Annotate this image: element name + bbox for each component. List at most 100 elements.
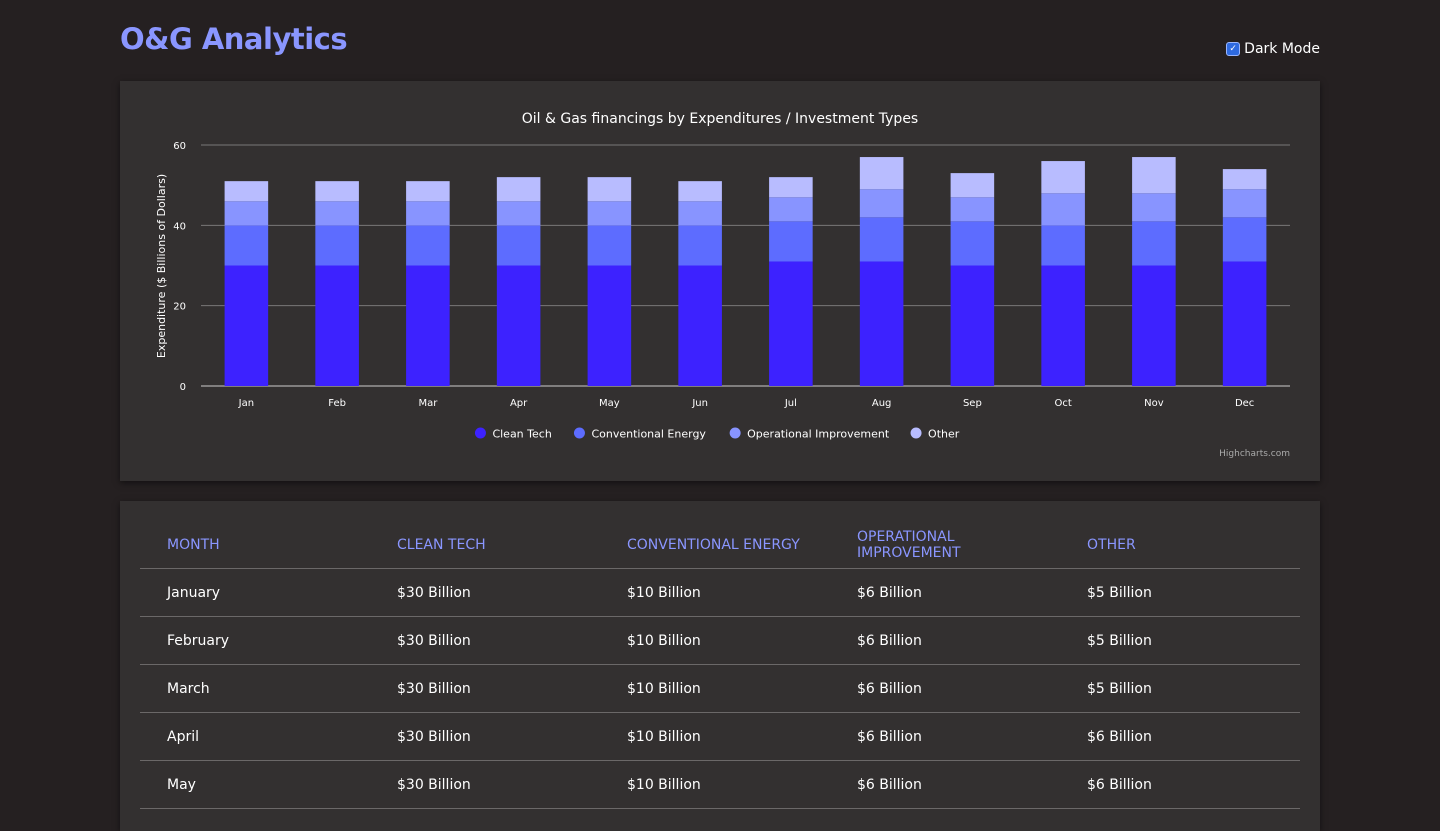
x-tick-label: Jan: [238, 398, 254, 409]
legend-marker-icon: [474, 427, 486, 439]
dark-mode-label: Dark Mode: [1244, 41, 1320, 57]
x-tick-label: Sep: [963, 398, 982, 409]
bar-segment-operational-improvement[interactable]: [587, 201, 632, 226]
legend-label: Clean Tech: [492, 428, 551, 441]
expenditure-table: MONTH CLEAN TECH CONVENTIONAL ENERGY OPE…: [140, 521, 1300, 809]
stacked-bar-chart: Oil & Gas financings by Expenditures / I…: [155, 111, 1290, 459]
x-tick-label: May: [599, 398, 620, 409]
bar-segment-conventional-energy[interactable]: [406, 225, 450, 266]
header-other: OTHER: [1060, 521, 1300, 569]
bar-segment-conventional-energy[interactable]: [224, 225, 269, 266]
header-operational-improvement: OPERATIONAL IMPROVEMENT: [830, 521, 1060, 569]
bar-segment-other[interactable]: [496, 177, 541, 202]
bar-segment-clean-tech[interactable]: [1041, 265, 1085, 387]
chart-credits[interactable]: Highcharts.com: [1219, 449, 1290, 459]
legend-marker-icon: [573, 427, 585, 439]
x-tick-label: Feb: [328, 398, 346, 409]
x-tick-label: Nov: [1144, 398, 1164, 409]
table-row: March $30 Billion $10 Billion $6 Billion…: [140, 664, 1300, 713]
app-logo: O&G Analytics: [120, 22, 348, 56]
dark-mode-checkbox[interactable]: ✓: [1226, 42, 1241, 56]
legend-item-conventional-energy[interactable]: Conventional Energy: [573, 427, 706, 441]
bar-segment-operational-improvement[interactable]: [406, 201, 450, 226]
cell-operational-improvement: $6 Billion: [830, 568, 1060, 617]
x-tick-label: Jun: [691, 398, 708, 409]
cell-month: March: [140, 664, 370, 713]
bar-segment-other[interactable]: [950, 173, 995, 198]
table-header-row: MONTH CLEAN TECH CONVENTIONAL ENERGY OPE…: [140, 521, 1300, 569]
cell-operational-improvement: $6 Billion: [830, 760, 1060, 809]
y-tick-label: 0: [180, 382, 186, 393]
bar-segment-clean-tech[interactable]: [678, 265, 722, 387]
bar-segment-clean-tech[interactable]: [769, 261, 813, 386]
x-tick-label: Oct: [1054, 398, 1071, 409]
bar-segment-operational-improvement[interactable]: [1132, 193, 1176, 222]
x-tick-label: Apr: [510, 398, 528, 409]
bar-segment-clean-tech[interactable]: [587, 265, 632, 387]
cell-other: $5 Billion: [1060, 568, 1300, 617]
cell-other: $5 Billion: [1060, 616, 1300, 665]
bar-segment-operational-improvement[interactable]: [950, 197, 995, 222]
bar-segment-conventional-energy[interactable]: [1041, 225, 1085, 266]
bar-segment-conventional-energy[interactable]: [859, 217, 904, 262]
cell-month: April: [140, 712, 370, 761]
bar-segment-other[interactable]: [678, 181, 722, 202]
bar-segment-other[interactable]: [769, 177, 813, 198]
bar-segment-other[interactable]: [315, 181, 359, 202]
bar-segment-operational-improvement[interactable]: [496, 201, 541, 226]
bar-segment-other[interactable]: [406, 181, 450, 202]
bar-segment-clean-tech[interactable]: [1132, 265, 1176, 387]
table-row: February $30 Billion $10 Billion $6 Bill…: [140, 616, 1300, 665]
bar-segment-conventional-energy[interactable]: [769, 221, 813, 262]
bar-segment-operational-improvement[interactable]: [769, 197, 813, 222]
bar-segment-conventional-energy[interactable]: [587, 225, 632, 266]
bar-segment-clean-tech[interactable]: [406, 265, 450, 387]
y-tick-label: 20: [173, 302, 186, 313]
y-tick-label: 60: [173, 141, 186, 152]
bar-segment-other[interactable]: [1132, 157, 1176, 194]
bar-segment-clean-tech[interactable]: [315, 265, 359, 387]
cell-clean-tech: $30 Billion: [370, 760, 600, 809]
bar-segment-operational-improvement[interactable]: [224, 201, 269, 226]
legend-item-clean-tech[interactable]: Clean Tech: [474, 427, 552, 441]
bar-segment-conventional-energy[interactable]: [315, 225, 359, 266]
bar-segment-conventional-energy[interactable]: [950, 221, 995, 266]
bar-segment-other[interactable]: [859, 157, 904, 190]
bar-segment-operational-improvement[interactable]: [315, 201, 359, 226]
legend-marker-icon: [729, 427, 741, 439]
x-tick-label: Jul: [784, 398, 797, 409]
x-tick-label: Aug: [872, 398, 892, 409]
bar-segment-other[interactable]: [1041, 161, 1085, 194]
dark-mode-toggle[interactable]: ✓ Dark Mode: [1226, 41, 1320, 57]
legend-item-other[interactable]: Other: [910, 427, 960, 441]
check-icon: ✓: [1229, 43, 1237, 54]
bar-segment-clean-tech[interactable]: [496, 265, 541, 387]
header-clean-tech: CLEAN TECH: [370, 521, 600, 569]
data-table-card: MONTH CLEAN TECH CONVENTIONAL ENERGY OPE…: [120, 501, 1320, 831]
bar-segment-other[interactable]: [587, 177, 632, 202]
bar-segment-clean-tech[interactable]: [224, 265, 269, 387]
x-tick-label: Dec: [1235, 398, 1254, 409]
cell-operational-improvement: $6 Billion: [830, 712, 1060, 761]
bar-segment-operational-improvement[interactable]: [1222, 189, 1267, 218]
cell-clean-tech: $30 Billion: [370, 712, 600, 761]
bar-segment-clean-tech[interactable]: [950, 265, 995, 387]
chart-title: Oil & Gas financings by Expenditures / I…: [522, 111, 918, 127]
cell-conventional-energy: $10 Billion: [600, 712, 830, 761]
bar-segment-operational-improvement[interactable]: [859, 189, 904, 218]
legend-item-operational-improvement[interactable]: Operational Improvement: [729, 427, 890, 441]
bar-segment-operational-improvement[interactable]: [1041, 193, 1085, 226]
bar-segment-operational-improvement[interactable]: [678, 201, 722, 226]
bar-segment-other[interactable]: [224, 181, 269, 202]
bar-segment-conventional-energy[interactable]: [1132, 221, 1176, 266]
bar-segment-clean-tech[interactable]: [859, 261, 904, 386]
y-tick-label: 40: [173, 221, 186, 232]
header-month: MONTH: [140, 521, 370, 569]
bar-segment-conventional-energy[interactable]: [678, 225, 722, 266]
cell-month: February: [140, 616, 370, 665]
bar-segment-clean-tech[interactable]: [1222, 261, 1267, 386]
bar-segment-conventional-energy[interactable]: [496, 225, 541, 266]
x-tick-label: Mar: [418, 398, 438, 409]
bar-segment-other[interactable]: [1222, 169, 1267, 190]
bar-segment-conventional-energy[interactable]: [1222, 217, 1267, 262]
